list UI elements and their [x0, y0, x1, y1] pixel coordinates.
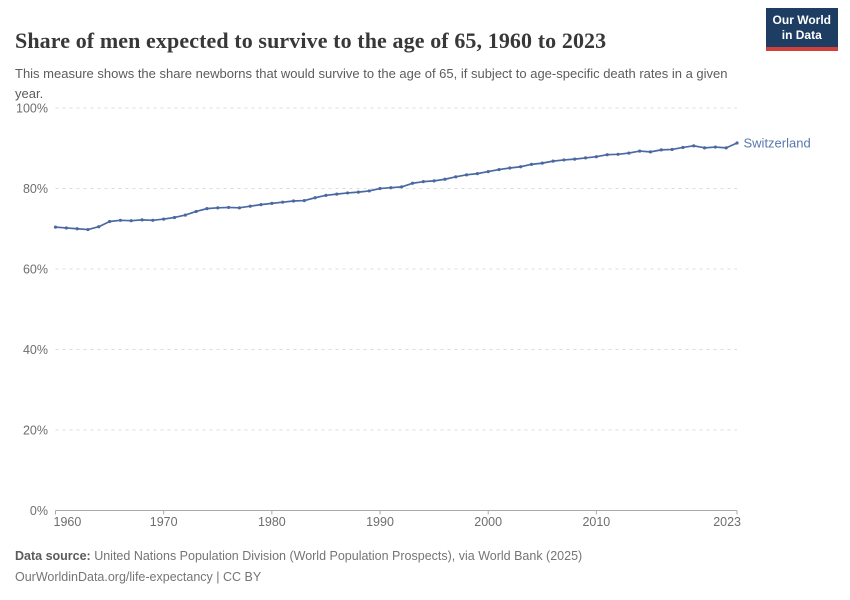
data-source-label: Data source: — [15, 549, 91, 563]
owid-logo-line2: in Data — [781, 28, 822, 42]
data-point[interactable] — [86, 227, 90, 232]
data-point[interactable] — [432, 179, 436, 183]
data-point[interactable] — [64, 226, 68, 230]
data-point[interactable] — [183, 213, 187, 217]
data-point[interactable] — [237, 206, 241, 210]
y-tick-label: 0% — [30, 504, 48, 518]
data-point[interactable] — [659, 148, 663, 152]
data-point[interactable] — [735, 141, 739, 145]
data-point[interactable] — [692, 144, 696, 148]
entity-label[interactable]: Switzerland — [744, 136, 811, 151]
x-tick-label: 2000 — [474, 515, 502, 529]
data-point[interactable] — [681, 145, 685, 150]
x-tick-label: 2010 — [582, 515, 610, 529]
page-title: Share of men expected to survive to the … — [15, 27, 607, 53]
data-point[interactable] — [324, 193, 328, 197]
data-point[interactable] — [713, 145, 717, 149]
data-point[interactable] — [454, 175, 458, 179]
data-point[interactable] — [313, 196, 317, 200]
data-point[interactable] — [248, 204, 252, 208]
data-source-text: United Nations Population Division (Worl… — [90, 549, 583, 563]
owid-logo-line1: Our World — [772, 13, 831, 27]
data-point[interactable] — [97, 225, 101, 229]
data-point[interactable] — [400, 185, 404, 189]
data-point[interactable] — [302, 198, 306, 203]
data-point[interactable] — [605, 153, 609, 157]
data-point[interactable] — [508, 166, 512, 170]
data-point[interactable] — [648, 150, 653, 154]
data-point[interactable] — [162, 217, 166, 221]
owid-logo[interactable]: Our World in Data — [765, 8, 838, 51]
data-point[interactable] — [216, 206, 220, 210]
data-point[interactable] — [53, 225, 58, 229]
x-tick-label: 1960 — [54, 515, 82, 529]
data-point[interactable] — [151, 218, 155, 222]
y-tick-label: 40% — [23, 343, 48, 357]
y-tick-label: 100% — [16, 102, 48, 116]
data-point[interactable] — [443, 177, 447, 181]
data-point[interactable] — [389, 186, 393, 190]
data-point[interactable] — [270, 201, 274, 205]
x-tick-label: 1990 — [366, 515, 394, 529]
data-point[interactable] — [205, 207, 209, 211]
license-line[interactable]: OurWorldinData.org/life-expectancy | CC … — [15, 570, 262, 584]
data-point[interactable] — [367, 189, 371, 193]
data-point[interactable] — [529, 162, 534, 166]
data-point[interactable] — [345, 191, 350, 195]
data-point[interactable] — [475, 172, 479, 176]
data-point[interactable] — [129, 219, 133, 223]
data-point[interactable] — [118, 218, 123, 222]
data-point[interactable] — [107, 219, 112, 224]
data-point[interactable] — [583, 156, 588, 160]
data-point[interactable] — [551, 159, 555, 163]
data-point[interactable] — [616, 152, 620, 156]
data-point[interactable] — [291, 199, 296, 203]
data-point[interactable] — [356, 190, 360, 194]
data-point[interactable] — [281, 200, 285, 204]
chart-subtitle: This measure shows the share newborns th… — [15, 66, 728, 101]
data-point[interactable] — [194, 209, 198, 214]
data-point[interactable] — [335, 192, 339, 196]
data-point[interactable] — [226, 205, 231, 210]
y-tick-label: 60% — [23, 263, 48, 277]
data-point[interactable] — [670, 147, 674, 152]
chart-area[interactable]: 0% 20% 40% 60% 80% 100% 1960 1970 1980 1990 2000 20… — [0, 95, 850, 545]
data-point[interactable] — [573, 157, 577, 161]
data-point[interactable] — [540, 161, 544, 165]
data-point[interactable] — [497, 167, 501, 172]
data-point[interactable] — [486, 169, 490, 174]
data-point[interactable] — [724, 146, 728, 150]
chart-svg: 0% 20% 40% 60% 80% 100% 1960 1970 1980 1990 2000 20… — [16, 102, 811, 530]
x-tick-label: 1980 — [258, 515, 286, 529]
chart-footer: Data source: United Nations Population D… — [15, 546, 835, 588]
data-point[interactable] — [638, 149, 642, 153]
data-point[interactable] — [464, 173, 469, 177]
data-point[interactable] — [627, 151, 631, 155]
data-point[interactable] — [562, 158, 566, 162]
data-source-line: Data source: United Nations Population D… — [15, 546, 835, 567]
data-point[interactable] — [378, 186, 382, 191]
y-tick-label: 20% — [23, 424, 48, 438]
data-point[interactable] — [594, 155, 598, 159]
data-point[interactable] — [410, 181, 415, 185]
chart-line-switzerland[interactable] — [54, 142, 738, 231]
data-point[interactable] — [421, 180, 425, 184]
data-point[interactable] — [140, 218, 144, 222]
x-tick-label: 2023 — [713, 515, 741, 529]
data-point[interactable] — [259, 203, 263, 207]
data-point[interactable] — [702, 146, 707, 150]
data-point[interactable] — [519, 165, 523, 169]
data-point[interactable] — [75, 227, 79, 231]
y-tick-label: 80% — [23, 182, 48, 196]
data-point[interactable] — [172, 215, 177, 220]
x-tick-label: 1970 — [150, 515, 178, 529]
